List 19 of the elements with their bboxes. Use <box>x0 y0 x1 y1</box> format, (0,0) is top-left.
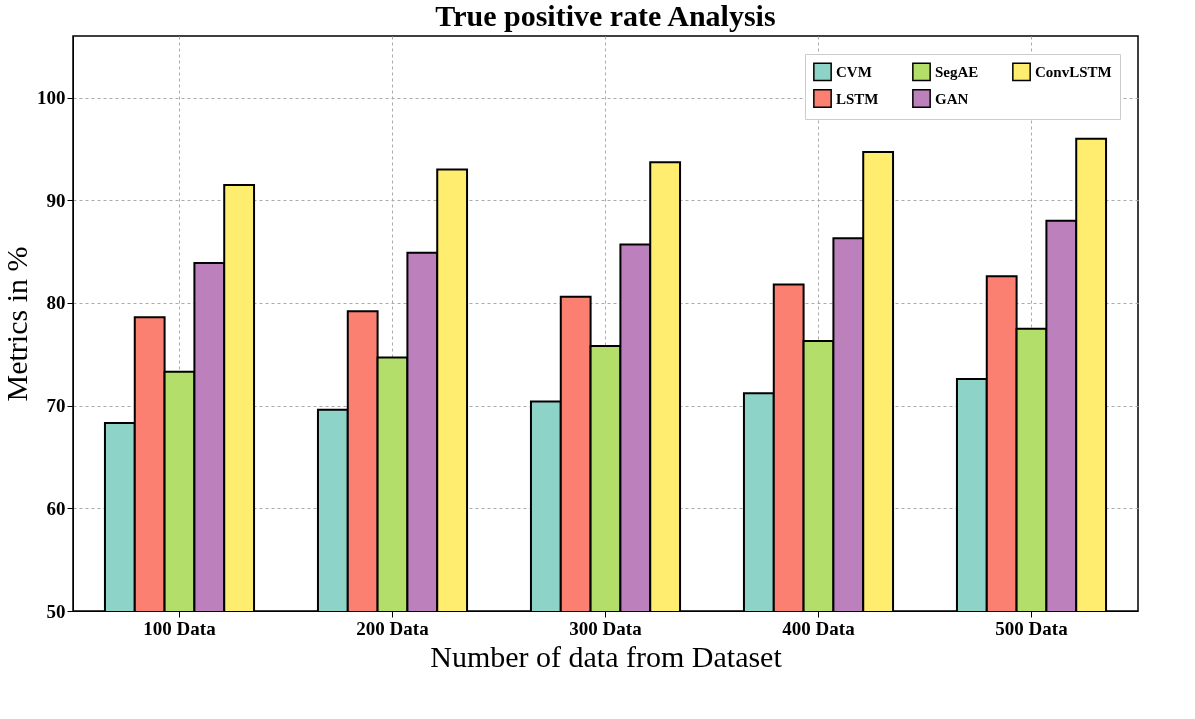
y-axis-title: Metrics in % <box>0 246 33 402</box>
x-tick-label: 100 Data <box>143 617 217 639</box>
legend-label: LSTM <box>836 90 879 107</box>
x-tick-label: 500 Data <box>995 617 1069 639</box>
y-tick-label: 50 <box>46 600 66 622</box>
legend-label: CVM <box>836 63 872 80</box>
y-tick-label: 80 <box>46 292 66 314</box>
y-tick-label: 90 <box>46 189 66 211</box>
x-tick-label: 300 Data <box>569 617 643 639</box>
x-tick-label: 200 Data <box>356 617 430 639</box>
y-tick-label: 100 <box>37 87 66 109</box>
x-tick-label: 400 Data <box>782 617 856 639</box>
chart-title: True positive rate Analysis <box>435 0 776 32</box>
x-axis-title: Number of data from Dataset <box>430 639 783 673</box>
legend-label: ConvLSTM <box>1035 63 1112 80</box>
legend-label: GAN <box>935 90 969 107</box>
legend-label: SegAE <box>935 63 979 80</box>
y-tick-label: 60 <box>46 497 66 519</box>
y-tick-label: 70 <box>46 395 66 417</box>
